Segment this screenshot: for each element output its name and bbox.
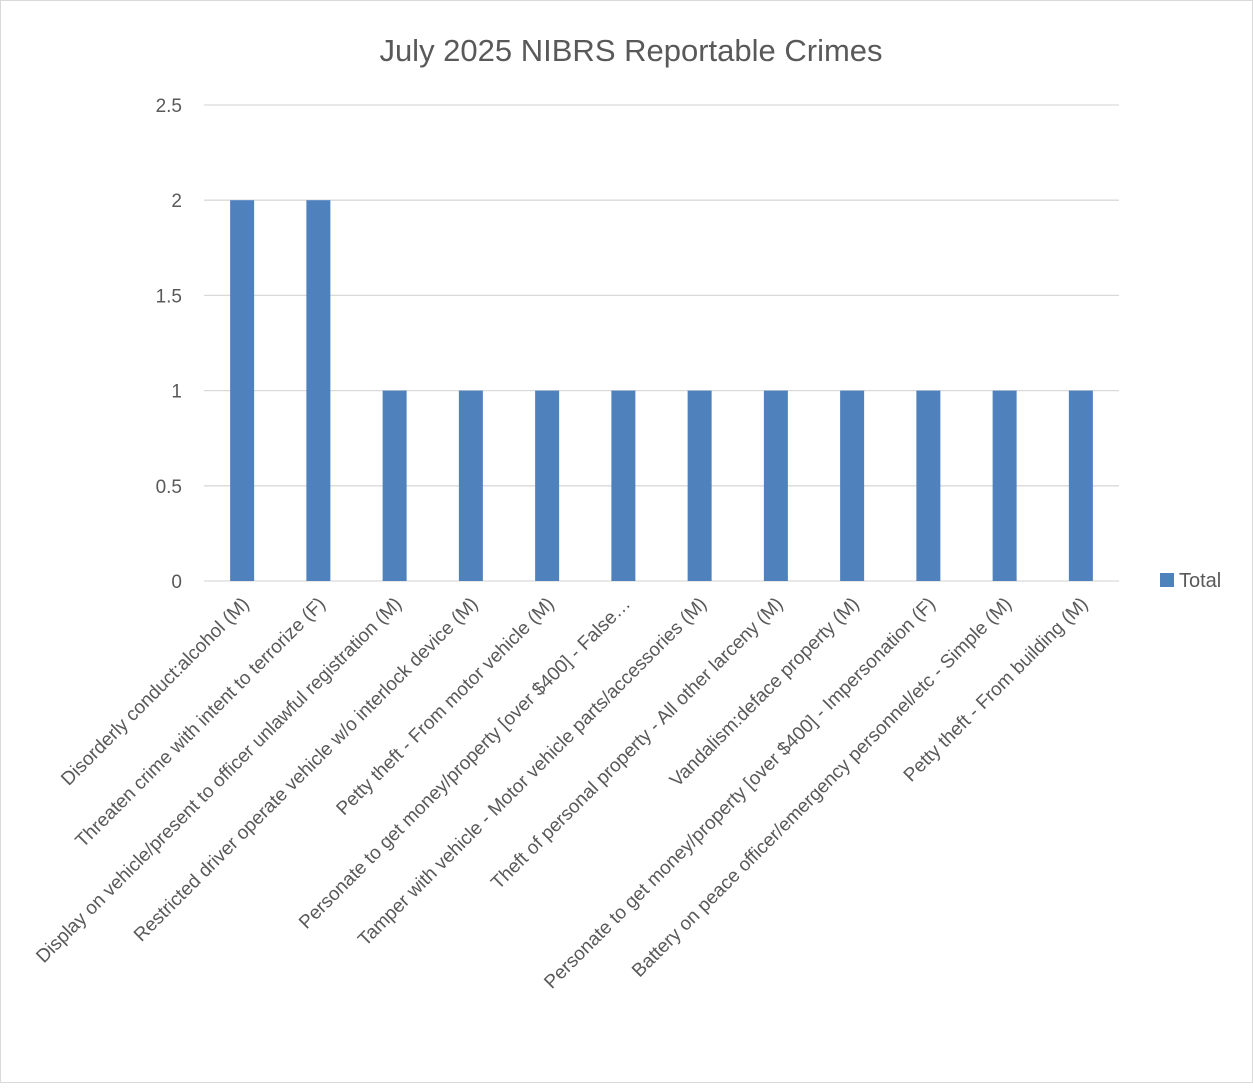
bar — [382, 390, 407, 581]
bar — [535, 390, 560, 581]
gridlines — [204, 104, 1119, 582]
x-tick-label: Tamper with vehicle - Motor vehicle part… — [354, 594, 711, 951]
bar — [840, 390, 865, 581]
bar — [916, 390, 941, 581]
bar — [458, 390, 483, 581]
y-tick-label: 1.5 — [156, 286, 182, 307]
x-axis-ticks: Disorderly conduct:alcohol (M)Threaten c… — [32, 594, 1092, 993]
bar — [1068, 390, 1093, 581]
bar — [306, 200, 331, 581]
y-tick-label: 0.5 — [156, 477, 182, 498]
x-tick-label: Restricted driver operate vehicle w/o in… — [130, 594, 482, 946]
bar — [687, 390, 712, 581]
legend: Total — [1160, 570, 1221, 592]
bar — [992, 390, 1017, 581]
x-tick-label: Theft of personal property - All other l… — [487, 594, 787, 894]
y-tick-label: 2 — [171, 191, 182, 212]
y-tick-label: 2.5 — [156, 96, 182, 117]
y-tick-label: 0 — [171, 572, 182, 593]
y-tick-label: 1 — [171, 382, 182, 403]
bar — [230, 200, 255, 581]
legend-swatch — [1160, 573, 1174, 587]
y-axis-ticks: 0 0.5 1 1.5 2 2.5 — [156, 96, 182, 593]
x-tick-label: Display on vehicle/present to officer un… — [32, 594, 406, 968]
x-tick-label: Battery on peace officer/emergency perso… — [628, 594, 1016, 982]
bar — [763, 390, 788, 581]
legend-label: Total — [1179, 570, 1221, 592]
bar — [611, 390, 636, 581]
chart-title: July 2025 NIBRS Reportable Crimes — [379, 33, 882, 68]
bars — [230, 200, 1093, 581]
